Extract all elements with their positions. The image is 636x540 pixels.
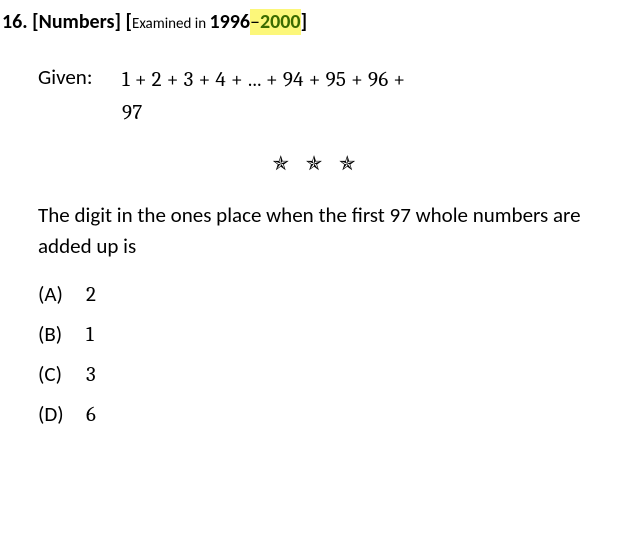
option-value: 3 (86, 363, 96, 387)
year-end: 2000 (260, 10, 301, 34)
category-label: [Numbers] (32, 10, 121, 34)
star-divider: ✯ ✯ ✯ (38, 151, 596, 176)
question-number: 16. (2, 10, 28, 34)
option-b: (B) 1 (38, 321, 596, 347)
option-label: (C) (38, 361, 86, 387)
expression-line-2: 97 (122, 97, 405, 130)
option-label: (B) (38, 321, 86, 347)
option-value: 1 (86, 323, 94, 347)
question-text: The digit in the ones place when the fir… (38, 200, 596, 261)
year-start: 1996 (210, 10, 251, 34)
question-header: 16. [Numbers] [Examined in 1996–2000] (0, 10, 636, 34)
option-label: (D) (38, 401, 86, 427)
year-dash: – (250, 10, 260, 34)
expression-line-1: 1 + 2 + 3 + 4 + ... + 94 + 95 + 96 + (122, 64, 405, 97)
given-label: Given: (38, 64, 122, 90)
content-area: Given: 1 + 2 + 3 + 4 + ... + 94 + 95 + 9… (0, 64, 636, 427)
option-c: (C) 3 (38, 361, 596, 387)
option-value: 6 (86, 403, 96, 427)
option-label: (A) (38, 281, 86, 307)
given-expression: 1 + 2 + 3 + 4 + ... + 94 + 95 + 96 + 97 (122, 64, 405, 129)
bracket-close: ] (301, 10, 308, 34)
option-a: (A) 2 (38, 281, 596, 307)
examined-label: Examined in (132, 15, 210, 33)
given-block: Given: 1 + 2 + 3 + 4 + ... + 94 + 95 + 9… (38, 64, 596, 129)
option-value: 2 (86, 283, 96, 307)
option-d: (D) 6 (38, 401, 596, 427)
options-list: (A) 2 (B) 1 (C) 3 (D) 6 (38, 281, 596, 427)
